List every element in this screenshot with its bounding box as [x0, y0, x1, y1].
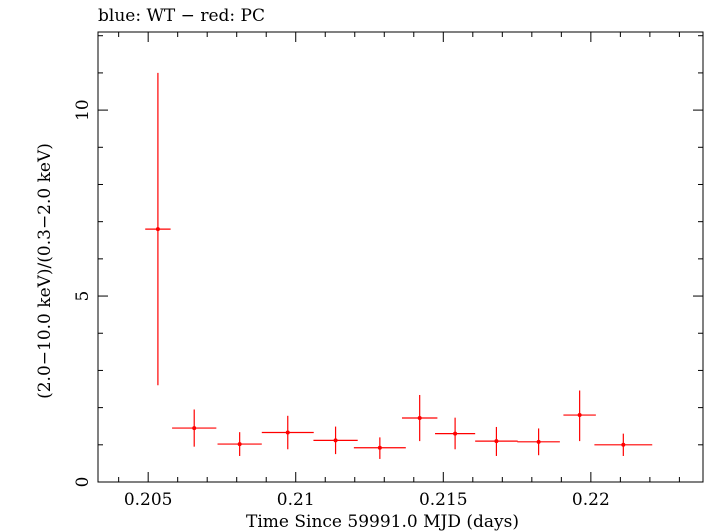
y-tick-label: 5: [73, 291, 93, 302]
data-point: [494, 439, 499, 444]
x-axis-label: Time Since 59991.0 MJD (days): [246, 512, 519, 532]
x-tick-label: 0.215: [419, 490, 468, 510]
y-axis-label: (2.0−10.0 keV)/(0.3−2.0 keV): [35, 143, 55, 399]
data-point: [453, 431, 458, 436]
y-tick-label: 0: [73, 477, 93, 488]
data-point: [417, 416, 422, 421]
data-point: [237, 442, 242, 447]
data-point: [285, 430, 290, 435]
data-point: [192, 426, 197, 431]
x-tick-label: 0.205: [124, 490, 173, 510]
data-point: [333, 438, 338, 443]
x-tick-label: 0.22: [572, 490, 610, 510]
y-tick-label: 10: [73, 99, 93, 121]
data-point: [536, 439, 541, 444]
data-point: [155, 227, 160, 232]
plot-frame: [97, 31, 704, 483]
data-point: [577, 413, 582, 418]
chart-title: blue: WT − red: PC: [98, 6, 265, 26]
x-tick-label: 0.21: [277, 490, 315, 510]
data-point: [377, 445, 382, 450]
data-point: [621, 442, 626, 447]
